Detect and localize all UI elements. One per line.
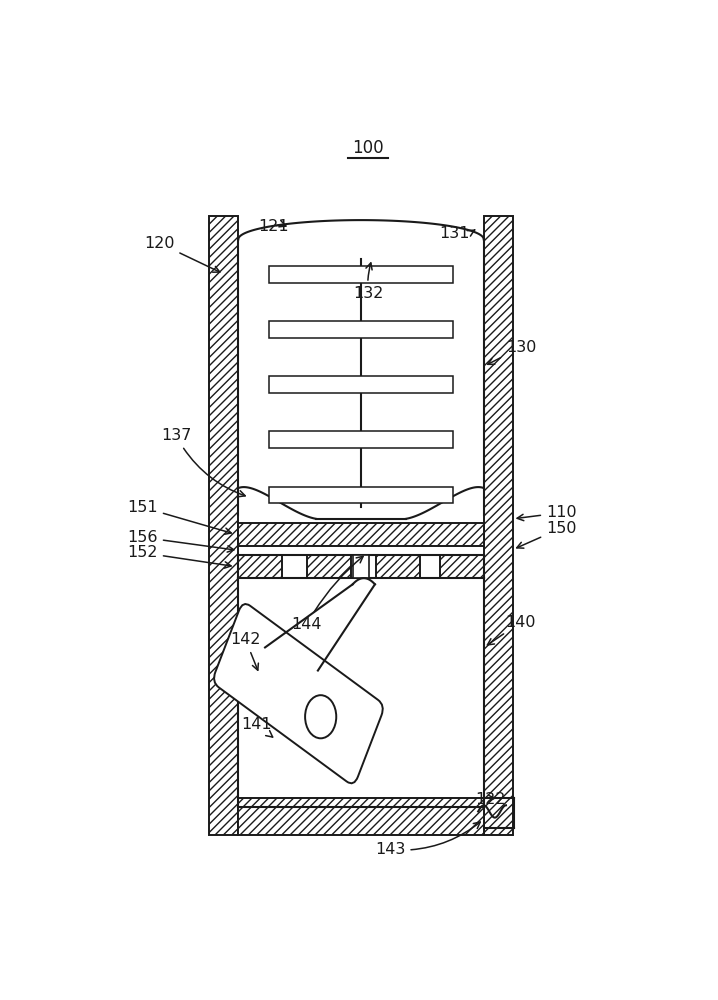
Text: 156: 156 [127,530,234,552]
Bar [484,216,513,835]
Bar [238,523,484,546]
Text: 152: 152 [127,545,231,568]
Text: 131: 131 [439,226,475,241]
Bar [238,555,282,578]
Text: 142: 142 [230,632,261,670]
Bar [269,321,453,338]
Bar [307,555,351,578]
Text: 137: 137 [161,428,246,497]
Bar [353,555,369,578]
Text: 120: 120 [144,236,220,272]
Text: 130: 130 [488,340,536,364]
Text: 144: 144 [292,556,363,632]
Bar [238,798,484,835]
Text: 110: 110 [517,505,577,521]
Bar [269,487,453,503]
Text: 140: 140 [488,615,536,645]
Text: 143: 143 [375,822,480,857]
Text: 150: 150 [517,521,577,548]
Bar [439,555,484,578]
Bar [269,431,453,448]
Bar [269,266,453,283]
FancyBboxPatch shape [214,604,383,783]
Circle shape [305,695,336,738]
Text: 121: 121 [258,219,289,234]
Text: 122: 122 [475,792,505,807]
Text: 141: 141 [241,717,273,737]
Bar [376,555,420,578]
Bar [210,216,238,835]
Text: 132: 132 [353,263,383,301]
Text: 100: 100 [352,139,384,157]
Text: 151: 151 [127,500,231,534]
Bar [269,376,453,393]
